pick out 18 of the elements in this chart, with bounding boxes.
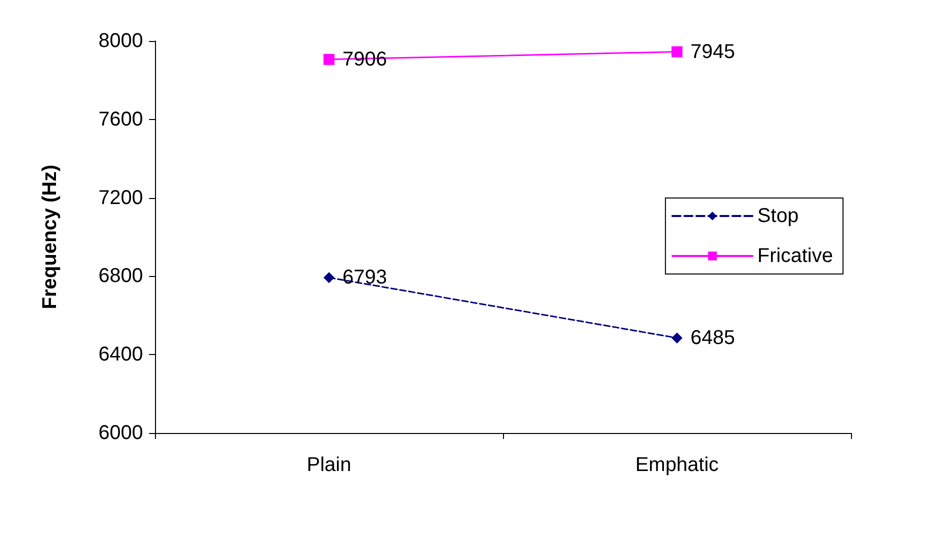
point — [324, 54, 334, 65]
y-tick-label: 7600 — [98, 108, 143, 130]
y-axis-title: Frequency (Hz) — [39, 164, 61, 310]
point — [672, 46, 682, 58]
x-tick-label: Emphatic — [635, 454, 719, 476]
legend-label: Stop — [757, 205, 799, 227]
data-label: 7945 — [690, 40, 735, 63]
x-tick-label: Plain — [306, 454, 352, 476]
legend-label: Fricative — [757, 245, 834, 267]
y-tick-label: 6400 — [98, 344, 143, 366]
y-tick-label: 7200 — [98, 186, 143, 209]
y-tick-label: 8000 — [98, 30, 143, 52]
data-label: 6793 — [342, 266, 387, 289]
y-tick-label: 6000 — [98, 422, 143, 444]
data-label: 6485 — [690, 326, 735, 349]
point — [324, 272, 334, 284]
y-tick-label: 6800 — [98, 265, 143, 288]
point — [672, 332, 682, 344]
